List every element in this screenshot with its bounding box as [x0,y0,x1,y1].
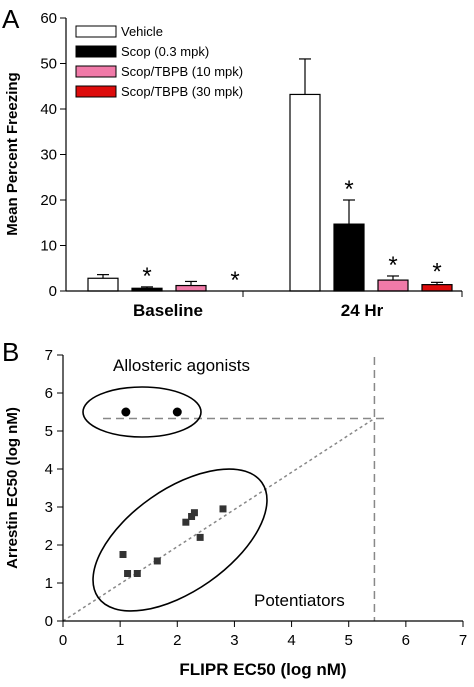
legend-label-tbpb30: Scop/TBPB (30 mpk) [121,84,243,99]
panel-a-y-tick-label: 20 [40,192,57,209]
potentiator-point [119,551,127,558]
potentiator-point [124,570,132,577]
annotation-potentiators: Potentiators [254,591,345,610]
potentiator-point [188,513,196,520]
panel-b-x-tick-label: 7 [459,632,467,649]
panel-b-y-tick-label: 3 [45,499,53,516]
significance-star: * [388,252,397,279]
panel-a-y-tick-label: 50 [40,56,57,73]
legend-swatch-scop [75,45,117,58]
panel-a-y-tick-label: 60 [40,10,57,27]
annotation-allosteric-agonists: Allosteric agonists [113,356,250,375]
panel-a-category-baseline: Baseline [133,301,203,320]
legend-label-tbpb10: Scop/TBPB (10 mpk) [121,64,243,79]
panel-a-y-tick-label: 0 [49,283,57,300]
panel-b-y-tick-label: 2 [45,537,53,554]
potentiator-point [190,509,198,517]
legend-swatch-vehicle [75,25,117,38]
panel-b-x-tick-label: 2 [173,632,181,649]
panel-b-y-tick-label: 6 [45,385,53,402]
bar-tbpb10 [377,279,409,292]
panel-a-bars: * * * * * [87,58,453,294]
panel-a-category-24hr: 24 Hr [341,301,384,320]
significance-star: * [230,267,239,294]
panel-a-y-tick-label: 40 [40,101,57,118]
panel-b-x-tick-label: 3 [230,632,238,649]
panel-b-y-tick-label: 5 [45,423,53,440]
panel-b-y-tick-label: 1 [45,575,53,592]
panel-b-points [119,407,227,577]
panel-a-legend: Vehicle Scop (0.3 mpk) Scop/TBPB (10 mpk… [75,24,243,99]
potentiator-point [153,557,161,565]
panel-b-reference-lines [62,357,389,622]
panel-a-y-ticks: 0 10 20 30 40 50 60 [40,10,66,300]
bar-tbpb30 [421,284,453,292]
panel-b-x-tick-label: 6 [402,632,410,649]
panel-b-y-tick-label: 7 [45,347,53,364]
panel-b-y-tick-label: 4 [45,461,53,478]
legend-label-scop: Scop (0.3 mpk) [121,44,209,59]
allosteric-agonist-point [121,407,131,417]
legend-label-vehicle: Vehicle [121,24,163,39]
panel-b-ticks: 0 1 2 3 4 5 6 7 0 1 2 3 4 5 6 7 [45,347,468,649]
panel-b-x-tick-label: 4 [287,632,295,649]
panel-b-y-tick-label: 0 [45,613,53,630]
significance-star: * [344,176,353,203]
potentiator-point [196,533,204,541]
panel-b-y-axis-title: Arrestin EC50 (log nM) [4,407,21,569]
allosteric-agonists-ellipse [82,386,202,438]
significance-star: * [142,263,151,290]
identity-reference-line [62,417,375,622]
panel-a-label: A [2,4,20,34]
bar-scop [333,223,365,292]
panel-a-y-axis-title: Mean Percent Freezing [4,72,21,235]
legend-swatch-tbpb30 [75,85,117,98]
potentiator-point [182,518,190,526]
legend-swatch-tbpb10 [75,65,117,78]
panel-b-x-tick-label: 1 [116,632,124,649]
bar-tbpb10 [175,284,207,292]
panel-b-label: B [2,337,19,367]
panel-b-x-tick-label: 0 [59,632,67,649]
potentiators-ellipse [92,468,268,612]
potentiator-point [219,505,227,513]
panel-a-y-tick-label: 10 [40,238,57,255]
bar-vehicle [87,277,119,292]
significance-star: * [432,258,441,285]
potentiator-point [133,570,141,577]
bar-vehicle [289,93,321,292]
panel-b-x-axis-title: FLIPR EC50 (log nM) [179,660,346,679]
allosteric-agonist-point [172,407,182,417]
panel-a-y-tick-label: 30 [40,147,57,164]
panel-b-x-tick-label: 5 [345,632,353,649]
